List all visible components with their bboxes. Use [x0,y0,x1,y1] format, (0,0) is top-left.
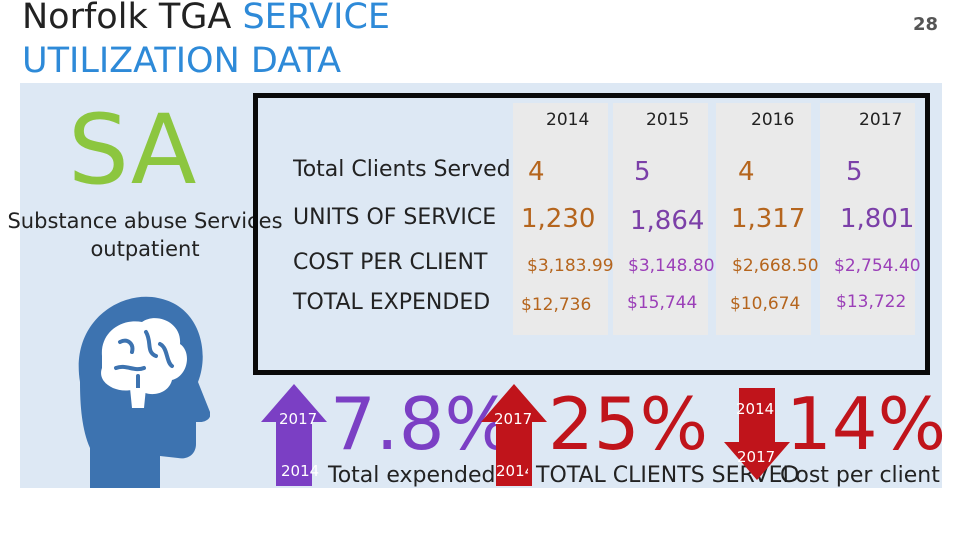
title-part2: SERVICE [242,0,390,37]
stat-year-bottom: 2017 [737,448,776,466]
row-label-cost: COST PER CLIENT [293,250,488,275]
stat-year-top: 2017 [279,410,318,428]
program-name: Substance abuse Services outpatient [7,209,283,261]
table-cell: $15,744 [627,293,698,313]
year-column-2015 [613,103,708,335]
year-column-2016 [716,103,811,335]
stat-percent: 7.8% [330,382,513,466]
table-cell: 1,230 [521,204,596,234]
table-cell: 1,864 [630,206,705,236]
year-header: 2017 [859,110,903,130]
table-frame [253,93,930,375]
title-line2: UTILIZATION DATA [22,41,342,81]
stat-year-bottom: 2014 [496,462,528,480]
table-cell: 5 [634,157,651,187]
table-cell: $12,736 [521,295,592,315]
arrow-up-icon [261,384,327,490]
page-title: Norfolk TGA SERVICE [22,0,390,38]
table-cell: $3,148.80 [628,256,715,276]
table-cell: 5 [846,157,863,187]
stat-caption: Cost per client [780,463,940,488]
stat-percent: 14% [786,382,947,466]
stat-year-top: 2014 [736,400,775,418]
table-cell: 4 [738,157,755,187]
table-cell: $2,754.40 [834,256,921,276]
stat-percent: 25% [548,382,709,466]
program-code: SA [68,94,197,206]
row-label-units: UNITS OF SERVICE [293,205,497,230]
brain-head-icon [60,272,211,492]
title-part1: Norfolk TGA [22,0,232,37]
row-label-expended: TOTAL EXPENDED [293,290,491,315]
table-cell: $10,674 [730,294,801,314]
table-cell: $2,668.50 [732,256,819,276]
arrow-up-icon [481,384,547,490]
table-cell: $13,722 [836,292,907,312]
table-cell: $3,183.99 [527,256,614,276]
stat-year-top: 2017 [494,410,533,428]
year-column-2014 [513,103,608,335]
year-column-2017 [820,103,915,335]
year-header: 2014 [546,110,590,130]
table-cell: 1,317 [731,204,806,234]
year-header: 2016 [751,110,795,130]
table-cell: 1,801 [840,204,915,234]
arrow-down-icon [724,388,790,484]
row-label-clients: Total Clients Served [293,157,511,182]
page-number: 28 [912,14,938,35]
table-cell: 4 [528,157,545,187]
year-header: 2015 [646,110,690,130]
stat-year-bottom: 2014 [281,462,320,480]
stat-caption: Total expended [328,463,496,488]
